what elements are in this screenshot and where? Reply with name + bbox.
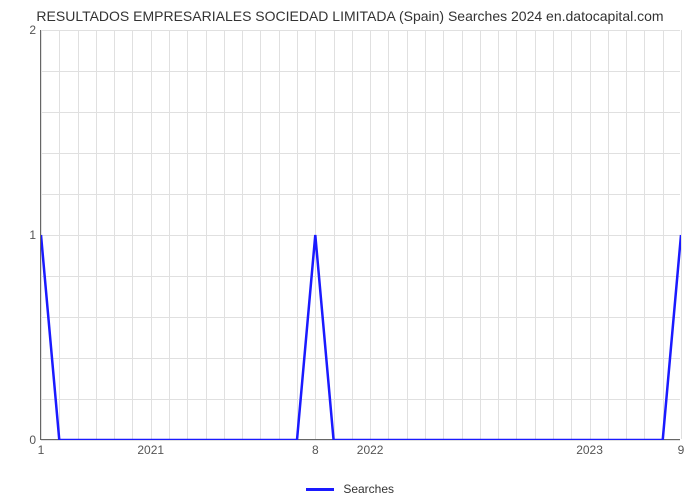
chart-title: RESULTADOS EMPRESARIALES SOCIEDAD LIMITA… — [0, 0, 700, 28]
xtick-label: 2021 — [137, 443, 164, 457]
gridline-v — [114, 30, 115, 439]
gridline-v — [553, 30, 554, 439]
legend-label: Searches — [343, 482, 394, 496]
gridline-v — [608, 30, 609, 439]
gridline-h — [41, 440, 680, 441]
gridline-v — [206, 30, 207, 439]
gridline-v — [59, 30, 60, 439]
gridline-v — [224, 30, 225, 439]
gridline-h-minor — [41, 153, 680, 154]
gridline-h-minor — [41, 276, 680, 277]
xtick-label-spike: 8 — [312, 443, 319, 457]
gridline-v — [388, 30, 389, 439]
ytick-label: 2 — [21, 23, 36, 37]
gridline-v — [443, 30, 444, 439]
gridline-v — [498, 30, 499, 439]
gridline-v — [279, 30, 280, 439]
legend-swatch — [306, 488, 334, 491]
gridline-h-minor — [41, 71, 680, 72]
gridline-h-minor — [41, 194, 680, 195]
gridline-v — [644, 30, 645, 439]
legend: Searches — [0, 481, 700, 496]
gridline-v — [480, 30, 481, 439]
gridline-v — [260, 30, 261, 439]
gridline-v — [187, 30, 188, 439]
gridline-h-minor — [41, 317, 680, 318]
gridline-v — [242, 30, 243, 439]
gridline-v — [681, 30, 682, 439]
gridline-v — [407, 30, 408, 439]
gridline-v — [169, 30, 170, 439]
gridline-v — [297, 30, 298, 439]
xtick-label-end: 9 — [678, 443, 685, 457]
gridline-v — [425, 30, 426, 439]
gridline-v — [352, 30, 353, 439]
gridline-h-minor — [41, 358, 680, 359]
gridline-v — [132, 30, 133, 439]
gridline-v — [370, 30, 371, 439]
gridline-h-minor — [41, 112, 680, 113]
gridline-h — [41, 30, 680, 31]
gridline-v — [590, 30, 591, 439]
xtick-label-start: 1 — [38, 443, 45, 457]
ytick-label: 0 — [21, 433, 36, 447]
gridline-v — [41, 30, 42, 439]
chart-plot-area: 012202120222023198 — [40, 30, 680, 440]
gridline-v — [516, 30, 517, 439]
gridline-v — [334, 30, 335, 439]
gridline-h — [41, 235, 680, 236]
gridline-v — [96, 30, 97, 439]
gridline-v — [462, 30, 463, 439]
gridline-v — [626, 30, 627, 439]
gridline-v — [571, 30, 572, 439]
xtick-label: 2022 — [357, 443, 384, 457]
gridline-v — [315, 30, 316, 439]
gridline-v — [151, 30, 152, 439]
gridline-v — [78, 30, 79, 439]
gridline-h-minor — [41, 399, 680, 400]
ytick-label: 1 — [21, 228, 36, 242]
xtick-label: 2023 — [576, 443, 603, 457]
gridline-v — [535, 30, 536, 439]
gridline-v — [663, 30, 664, 439]
